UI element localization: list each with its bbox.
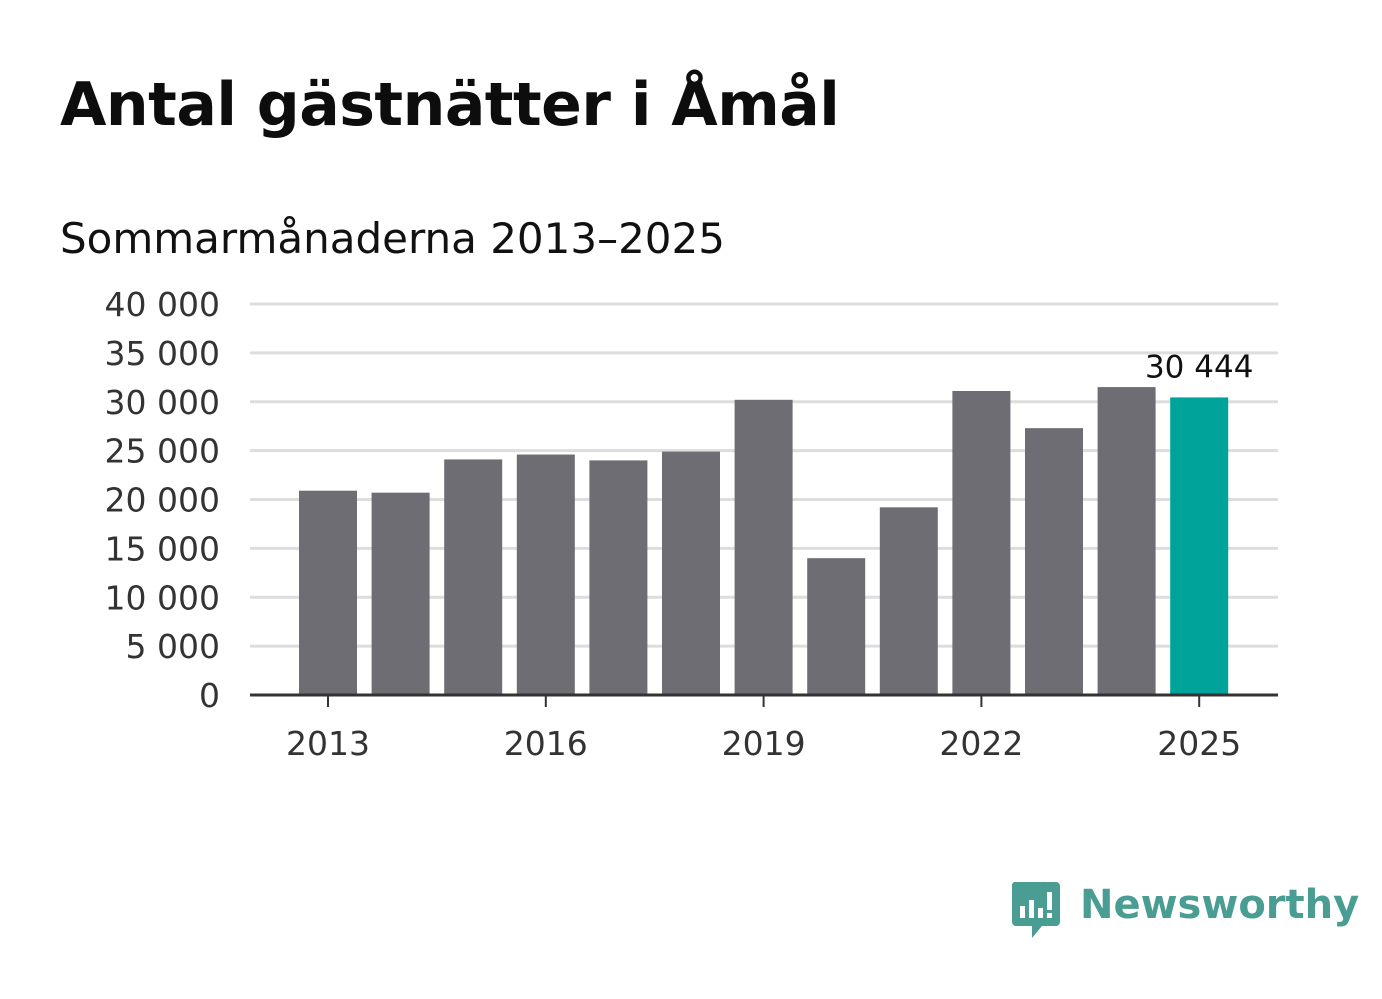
chart-title: Antal gästnätter i Åmål	[60, 70, 840, 140]
x-tick-label: 2016	[504, 724, 588, 763]
bar-highlighted	[1170, 397, 1229, 695]
x-tick-label: 2025	[1157, 724, 1241, 763]
data-label: 30 444	[1145, 349, 1253, 385]
y-tick-label: 10 000	[105, 578, 220, 617]
bars: 30 444	[299, 349, 1253, 695]
y-tick-label: 25 000	[105, 432, 220, 471]
x-tick-label: 2019	[722, 724, 806, 763]
chart-subtitle: Sommarmånaderna 2013–2025	[60, 214, 725, 263]
bar	[1025, 428, 1083, 695]
y-tick-label: 0	[199, 676, 220, 715]
x-tick-label: 2022	[939, 724, 1023, 763]
y-tick-label: 20 000	[105, 481, 220, 520]
bar	[444, 459, 503, 695]
bar	[299, 490, 357, 695]
y-tick-label: 40 000	[105, 285, 220, 324]
bar	[589, 460, 648, 695]
newsworthy-logo: Newsworthy	[1010, 878, 1359, 942]
bar	[1097, 387, 1156, 695]
y-tick-label: 35 000	[105, 334, 220, 373]
bar	[516, 454, 575, 695]
newsworthy-icon	[1011, 882, 1060, 938]
bar	[371, 492, 430, 695]
bar	[734, 399, 793, 695]
y-tick-label: 30 000	[105, 383, 220, 422]
bar	[662, 451, 720, 695]
bar	[879, 507, 938, 695]
y-tick-label: 15 000	[105, 529, 220, 568]
bar	[807, 558, 866, 695]
brand-name: Newsworthy	[1080, 882, 1360, 928]
x-tick-label: 2013	[286, 724, 370, 763]
axes: 0 5 000 10 000 15 000 20 000 25 000 30 000 35 0…	[105, 285, 1278, 763]
y-tick-label: 5 000	[126, 627, 220, 666]
bar	[952, 390, 1011, 695]
